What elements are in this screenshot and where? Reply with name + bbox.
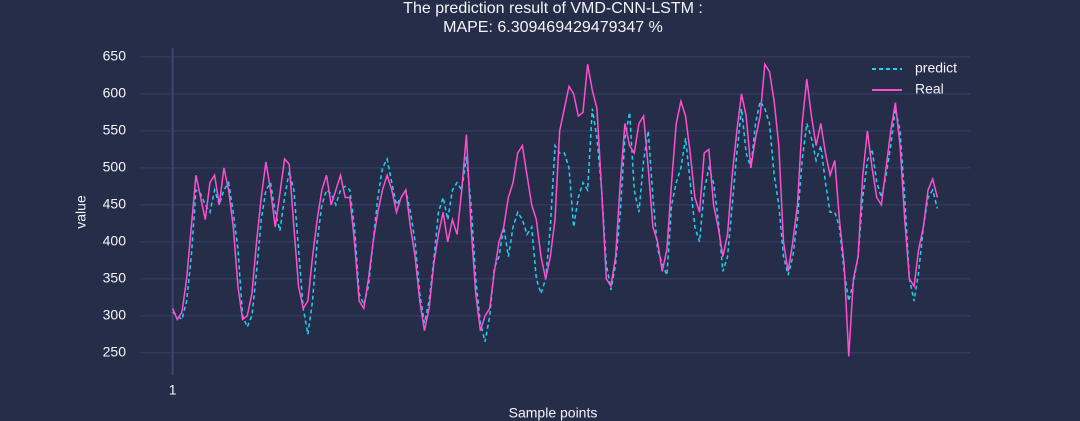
x-axis-label: Sample points [509,405,598,421]
y-axis-label: value [73,195,89,229]
line-series [172,99,939,342]
y-tick-label: 350 [103,270,127,286]
y-tick-label: 600 [103,85,127,101]
y-tick-label: 250 [103,344,127,360]
x-tick-label: 1 [169,382,177,398]
legend-label: Real [915,81,944,97]
line-series [171,62,939,357]
y-tick-label: 550 [103,122,127,138]
legend-label: predict [915,60,957,76]
y-tick-label: 650 [103,48,127,64]
y-tick-label: 450 [103,196,127,212]
chart-subtitle: MAPE: 6.309469429479347 % [443,19,663,36]
chart-title: The prediction result of VMD-CNN-LSTM : [403,0,703,17]
y-tick-label: 400 [103,233,127,249]
y-tick-label: 300 [103,307,127,323]
y-tick-label: 500 [103,159,127,175]
